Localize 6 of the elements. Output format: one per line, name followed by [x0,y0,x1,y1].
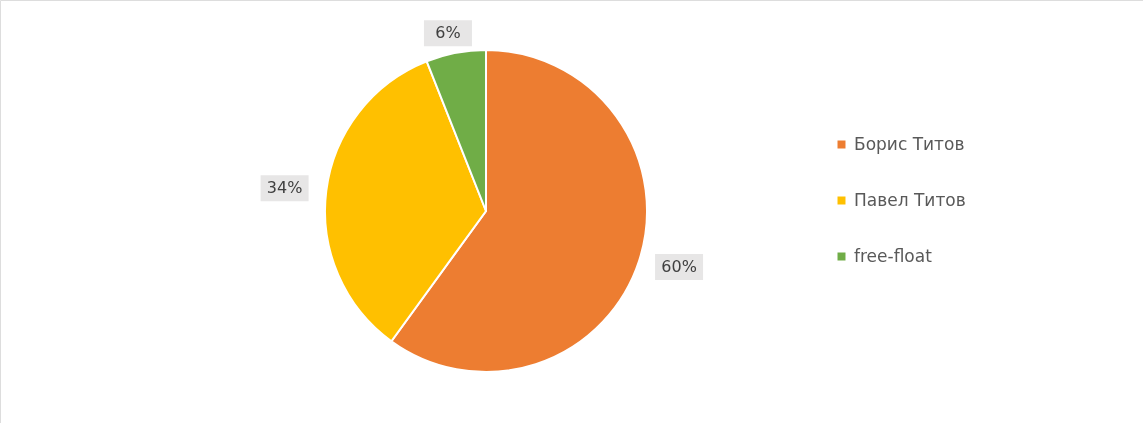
data-label: 60% [661,256,697,276]
legend-label: free-float [854,245,933,266]
data-label: 34% [266,178,303,198]
legend-label: Павел Титов [854,189,966,210]
legend-label: Борис Титов [854,133,965,154]
data-label: 6% [435,23,461,43]
